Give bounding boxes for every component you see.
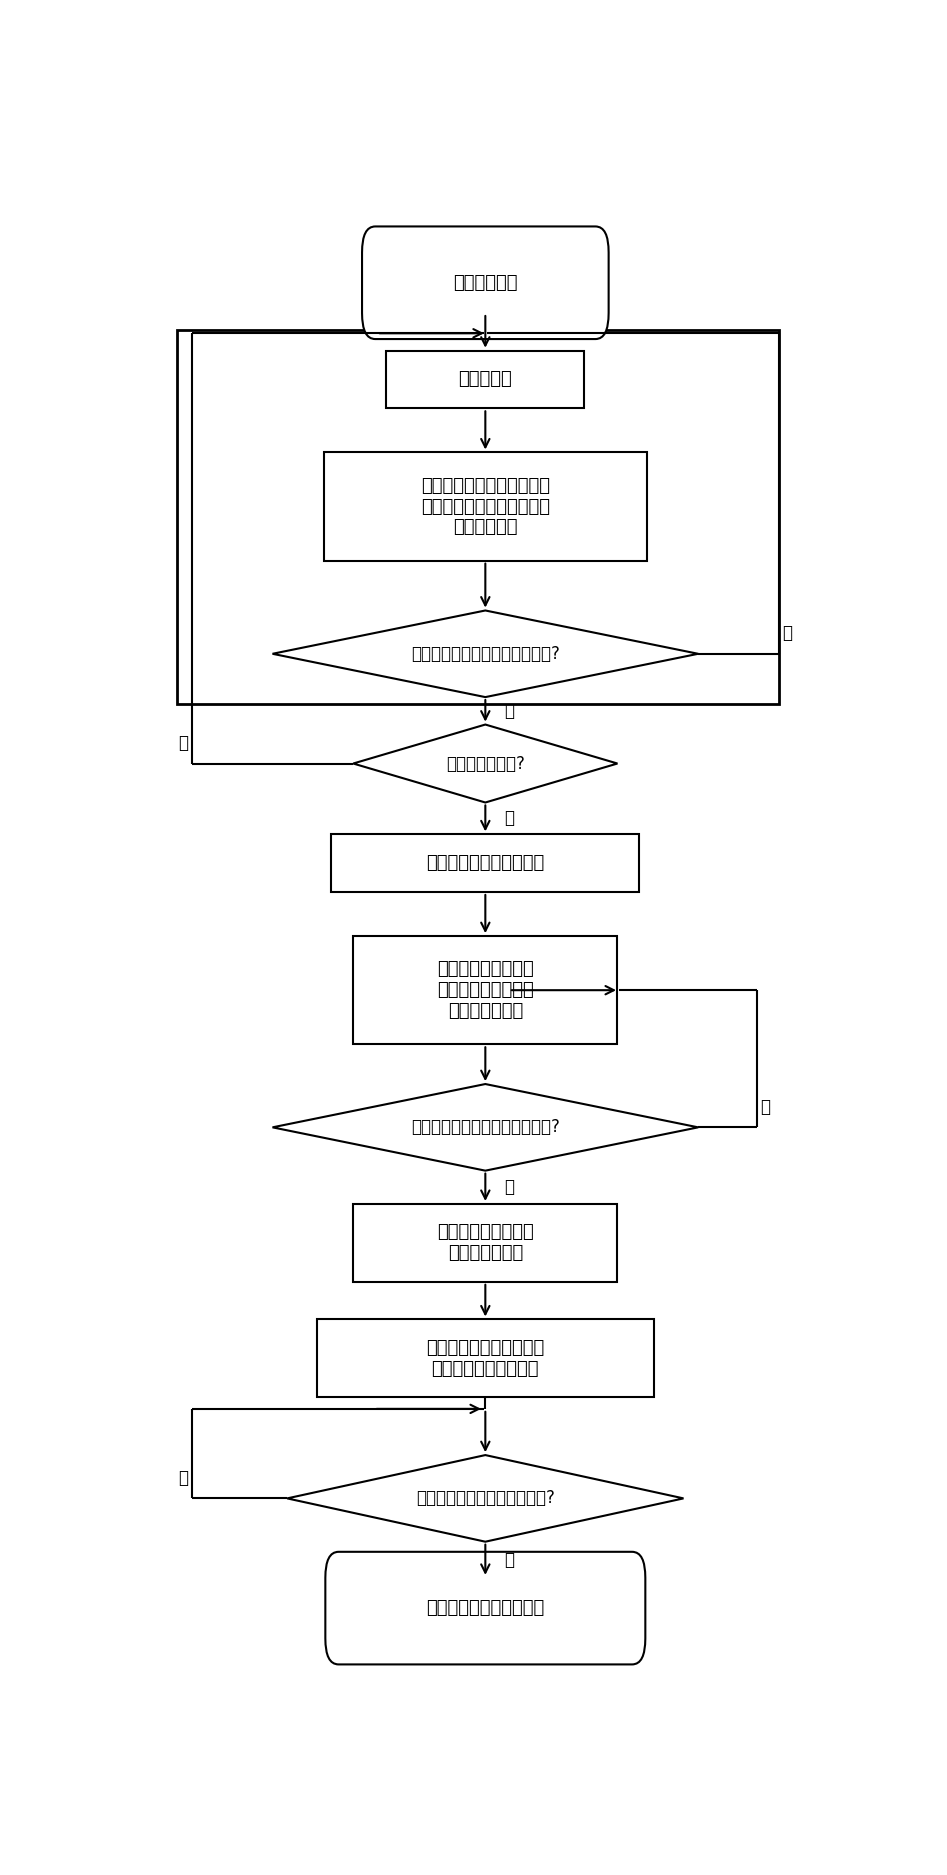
Text: 是: 是 bbox=[504, 810, 513, 827]
Text: 是否有帧正在等待发送窗口到达?: 是否有帧正在等待发送窗口到达? bbox=[411, 1118, 560, 1136]
Bar bbox=[353, 936, 617, 1044]
Text: 判断接收时刻点是否在接收窗内?: 判断接收时刻点是否在接收窗内? bbox=[411, 645, 560, 662]
Text: 否: 否 bbox=[504, 1178, 513, 1196]
Text: 读取输出端口中的转
发信息缓存队列: 读取输出端口中的转 发信息缓存队列 bbox=[437, 1224, 534, 1262]
Bar bbox=[177, 330, 779, 705]
FancyBboxPatch shape bbox=[326, 1552, 645, 1665]
Text: 将数据帧写入共享缓存区: 将数据帧写入共享缓存区 bbox=[426, 855, 545, 872]
Text: 待转发帧的发送窗口是否到达?: 待转发帧的发送窗口是否到达? bbox=[416, 1489, 555, 1508]
FancyBboxPatch shape bbox=[362, 227, 609, 339]
Polygon shape bbox=[273, 1084, 698, 1170]
Text: 将数据帧的转发信息
写入输出端口中的转
发信息缓存队列: 将数据帧的转发信息 写入输出端口中的转 发信息缓存队列 bbox=[437, 960, 534, 1020]
Polygon shape bbox=[273, 611, 698, 698]
Text: 是: 是 bbox=[504, 1551, 513, 1569]
Text: 是: 是 bbox=[504, 701, 513, 720]
Text: 帧校验是否通过?: 帧校验是否通过? bbox=[446, 754, 525, 772]
Text: 配置交换结构: 配置交换结构 bbox=[453, 274, 518, 292]
Text: 从共享缓存区读取完整数
据帧，存入待转发队列: 从共享缓存区读取完整数 据帧，存入待转发队列 bbox=[426, 1339, 545, 1378]
Polygon shape bbox=[353, 724, 617, 802]
Text: 否: 否 bbox=[178, 733, 188, 752]
Bar bbox=[316, 1320, 654, 1397]
Bar bbox=[386, 351, 584, 409]
Text: 否: 否 bbox=[178, 1468, 188, 1487]
Bar bbox=[331, 834, 639, 892]
Text: 是: 是 bbox=[760, 1097, 771, 1116]
Text: 否: 否 bbox=[782, 624, 793, 643]
Polygon shape bbox=[287, 1455, 684, 1541]
Bar bbox=[324, 452, 647, 561]
Text: 接收数据帧: 接收数据帧 bbox=[458, 371, 512, 388]
Text: 将数据帧转发至物理链路: 将数据帧转发至物理链路 bbox=[426, 1599, 545, 1616]
Bar bbox=[353, 1204, 617, 1282]
Text: 记录接收时刻点并通过查找
表方式得到帧对应的时间信
息和输出端口: 记录接收时刻点并通过查找 表方式得到帧对应的时间信 息和输出端口 bbox=[420, 476, 550, 536]
